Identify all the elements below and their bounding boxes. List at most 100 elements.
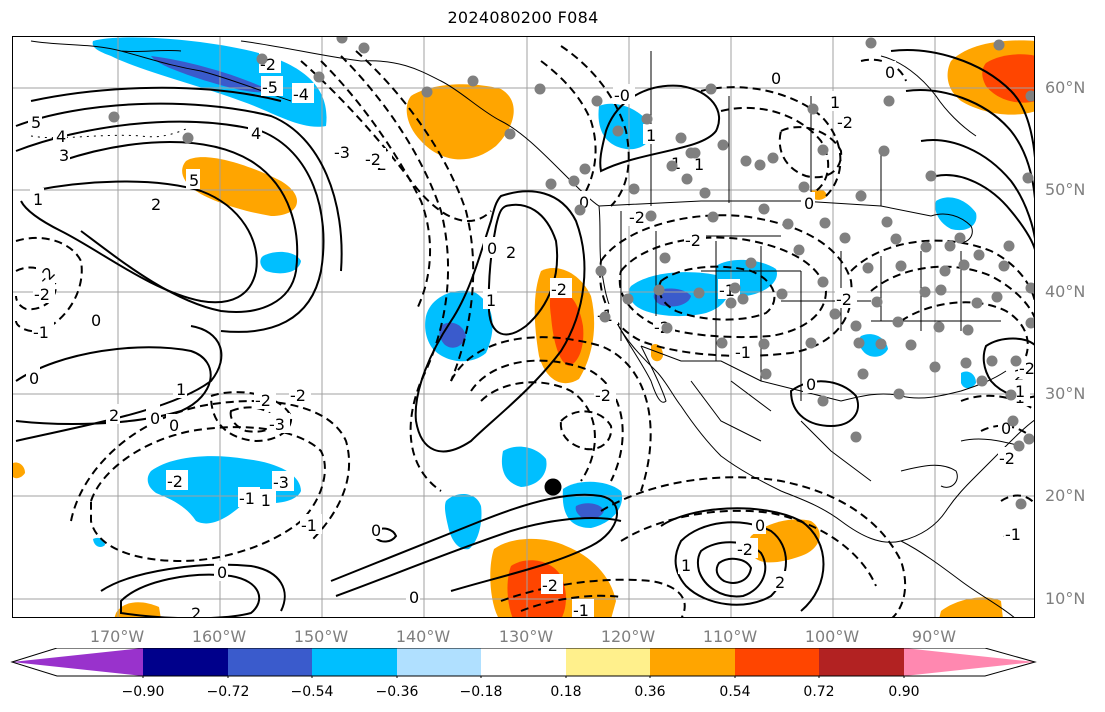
hudson-bay	[880, 55, 977, 137]
station-dot	[717, 139, 729, 151]
station-dot	[675, 132, 687, 144]
station-dot	[313, 71, 325, 83]
contour-label: -2	[836, 290, 852, 309]
contour-label: -3	[269, 415, 285, 434]
contour-line	[335, 517, 622, 597]
station-dot	[574, 204, 586, 216]
contour-label: -2	[999, 449, 1015, 468]
central-america	[900, 540, 1015, 617]
station-dot	[839, 232, 851, 244]
station-dot	[754, 159, 766, 171]
contour-line	[120, 573, 261, 617]
latitude-label: 20°N	[1045, 486, 1086, 505]
contour-line	[330, 493, 618, 592]
contour-line	[355, 50, 475, 382]
light-blue-region	[501, 446, 547, 487]
station-dot	[729, 282, 741, 294]
contour-label: -2	[685, 231, 701, 250]
contour-label: -2	[542, 576, 558, 595]
station-dot	[591, 95, 603, 107]
station-dot	[767, 152, 779, 164]
light-blue-region	[444, 494, 482, 550]
contour-label: 1	[1015, 382, 1025, 401]
station-dot	[878, 145, 890, 157]
station-dot	[890, 233, 902, 245]
station-dot	[962, 324, 974, 336]
station-dot	[871, 296, 883, 308]
longitude-label: 110°W	[702, 627, 758, 646]
contour-label: -2	[167, 472, 183, 491]
contour-line	[375, 527, 398, 543]
station-dot	[793, 244, 805, 256]
colorbar-segment	[481, 648, 566, 676]
station-dot	[699, 187, 711, 199]
station-dot	[881, 216, 893, 228]
contour-line	[1000, 494, 1034, 505]
colorbar-segment	[566, 648, 650, 676]
station-dot	[705, 83, 717, 95]
station-dot	[993, 39, 1005, 51]
contour-label: -2	[290, 386, 306, 405]
contour-line	[935, 174, 1034, 251]
longitude-label: 100°W	[804, 627, 860, 646]
contour-line	[658, 265, 776, 321]
contour-label: 1	[646, 126, 656, 145]
station-dot	[725, 297, 737, 309]
contour-label: 1	[486, 291, 496, 310]
colorbar-tick-label: −0.18	[459, 684, 503, 700]
yucatan	[900, 464, 958, 488]
contour-line	[470, 359, 624, 482]
station-dot	[693, 287, 705, 299]
station-dot	[1025, 90, 1034, 102]
contour-label: 0	[755, 516, 765, 535]
contour-label: 2	[109, 406, 119, 425]
station-dot	[875, 338, 887, 350]
station-dot	[944, 240, 956, 252]
contour-line	[340, 55, 449, 492]
contour-label: 2	[151, 195, 161, 214]
red-region	[982, 54, 1034, 103]
contour-label: 1	[176, 380, 186, 399]
contour-label: -2	[737, 540, 753, 559]
station-dot	[628, 183, 640, 195]
contour-line	[15, 266, 58, 311]
orange-region	[748, 519, 820, 563]
contour-line	[620, 509, 877, 587]
station-dot	[659, 252, 671, 264]
contour-line	[480, 381, 596, 482]
contour-line	[674, 521, 787, 606]
station-dot	[817, 395, 829, 407]
orange-region	[406, 84, 514, 160]
station-dot	[689, 147, 701, 159]
contour-label: 0	[579, 193, 589, 212]
station-dot	[737, 293, 749, 305]
contour-line	[560, 45, 630, 207]
contour-label: 4	[56, 127, 66, 146]
contour-line	[599, 84, 721, 173]
station-dot	[1010, 355, 1022, 367]
contour-label: 0	[29, 369, 39, 388]
contour-label: -5	[262, 78, 278, 97]
contour-label: 0	[169, 416, 179, 435]
station-dot	[857, 368, 869, 380]
station-dot	[758, 338, 770, 350]
contour-line	[559, 410, 613, 451]
colorbar-tick-label: 0.72	[803, 684, 835, 700]
orange-region	[651, 344, 663, 362]
contour-line	[20, 180, 258, 304]
contour-label: 0	[91, 311, 101, 330]
contour-label: -4	[293, 85, 309, 104]
station-dot	[998, 260, 1010, 272]
contour-label: 0	[371, 521, 381, 540]
contour-label: 0	[885, 63, 895, 82]
longitude-label: 140°W	[395, 627, 451, 646]
station-dot	[782, 218, 794, 230]
contour-label: 1	[830, 93, 840, 112]
station-dot	[986, 355, 998, 367]
contour-label: 0	[771, 69, 781, 88]
contour-label: 0	[487, 239, 497, 258]
light-blue-region	[260, 251, 301, 274]
longitude-label: 130°W	[498, 627, 554, 646]
colorbar-tick-label: −0.54	[290, 684, 334, 700]
map-canvas: 5 4 3 1 2 5 -2 -1 0 0 2 0 1 -2	[13, 37, 1034, 617]
